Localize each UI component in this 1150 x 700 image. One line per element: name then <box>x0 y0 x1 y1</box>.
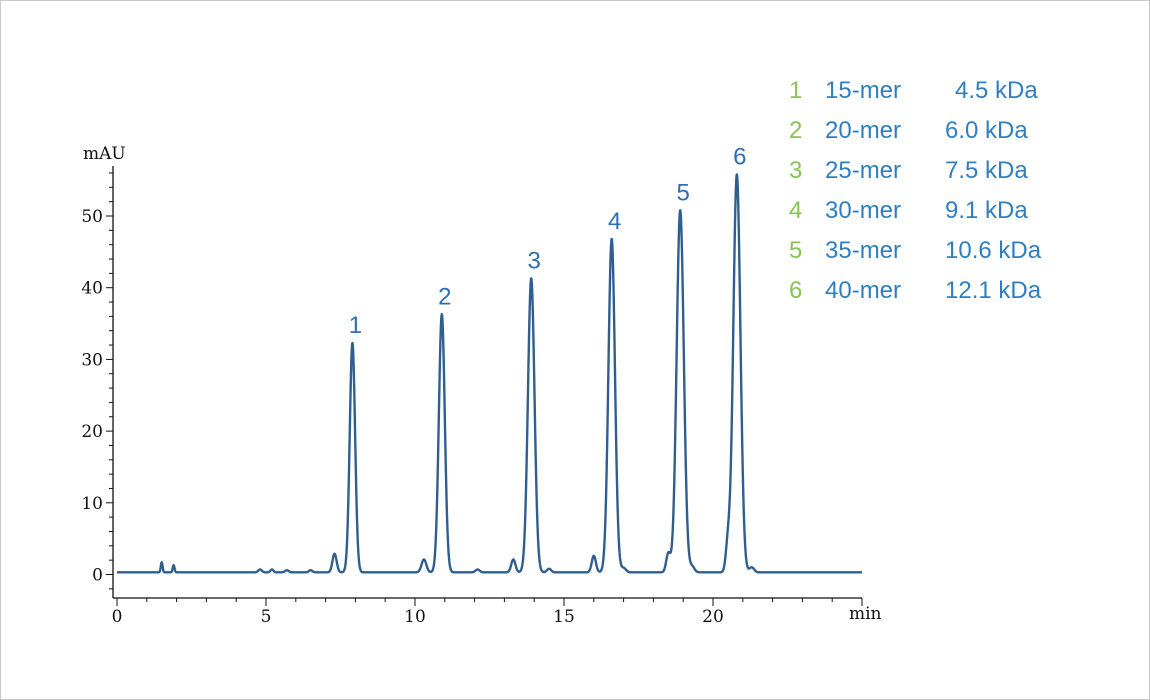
y-tick-label: 0 <box>92 566 103 586</box>
peak-label: 2 <box>438 283 451 310</box>
legend-item: 5 35-mer 10.6 kDa <box>789 231 1085 271</box>
y-tick-label: 40 <box>81 279 103 299</box>
y-axis-label: mAU <box>83 144 126 164</box>
legend-item: 4 30-mer 9.1 kDa <box>789 191 1085 231</box>
x-tick-label: 15 <box>553 607 575 627</box>
x-axis-label: min <box>849 604 882 624</box>
y-tick-label: 20 <box>81 422 103 442</box>
peak-label: 6 <box>733 144 746 171</box>
legend-peak-number: 1 <box>789 77 803 104</box>
y-tick-label: 10 <box>81 494 103 514</box>
legend-item: 6 40-mer 12.1 kDa <box>789 271 1085 311</box>
peak-label: 1 <box>349 312 362 339</box>
peak-label: 5 <box>677 179 690 206</box>
peak-label: 3 <box>528 248 541 275</box>
legend-oligo-length: 30-mer <box>825 197 902 224</box>
legend-mass: 4.5 kDa <box>955 77 1038 104</box>
peak-labels: 1 2 3 4 5 6 <box>349 144 747 339</box>
legend-mass: 7.5 kDa <box>945 157 1028 184</box>
legend-oligo-length: 25-mer <box>825 157 902 184</box>
legend: 1 15-mer 4.5 kDa 2 20-mer 6.0 kDa 3 25-m… <box>789 71 1085 311</box>
x-tick-label: 0 <box>112 607 123 627</box>
legend-oligo-length: 15-mer <box>825 77 902 104</box>
legend-peak-number: 5 <box>789 237 803 264</box>
legend-peak-number: 6 <box>789 277 803 304</box>
axes <box>112 166 862 599</box>
legend-peak-number: 2 <box>789 117 803 144</box>
x-tick-label: 20 <box>702 607 724 627</box>
y-tick-label: 50 <box>81 207 103 227</box>
legend-item: 1 15-mer 4.5 kDa <box>789 71 1085 111</box>
peak-label: 4 <box>608 208 621 235</box>
chromatogram-trace <box>116 173 863 574</box>
legend-peak-number: 4 <box>789 197 803 224</box>
legend-mass: 9.1 kDa <box>945 197 1028 224</box>
legend-item: 3 25-mer 7.5 kDa <box>789 151 1085 191</box>
legend-oligo-length: 40-mer <box>825 277 902 304</box>
legend-mass: 6.0 kDa <box>945 117 1028 144</box>
legend-peak-number: 3 <box>789 157 803 184</box>
x-tick-label: 5 <box>261 607 272 627</box>
legend-item: 2 20-mer 6.0 kDa <box>789 111 1085 151</box>
legend-mass: 12.1 kDa <box>945 277 1042 304</box>
legend-mass: 10.6 kDa <box>945 237 1042 264</box>
legend-oligo-length: 35-mer <box>825 237 902 264</box>
y-tick-label: 30 <box>81 350 103 370</box>
legend-oligo-length: 20-mer <box>825 117 902 144</box>
x-tick-label: 10 <box>404 607 426 627</box>
